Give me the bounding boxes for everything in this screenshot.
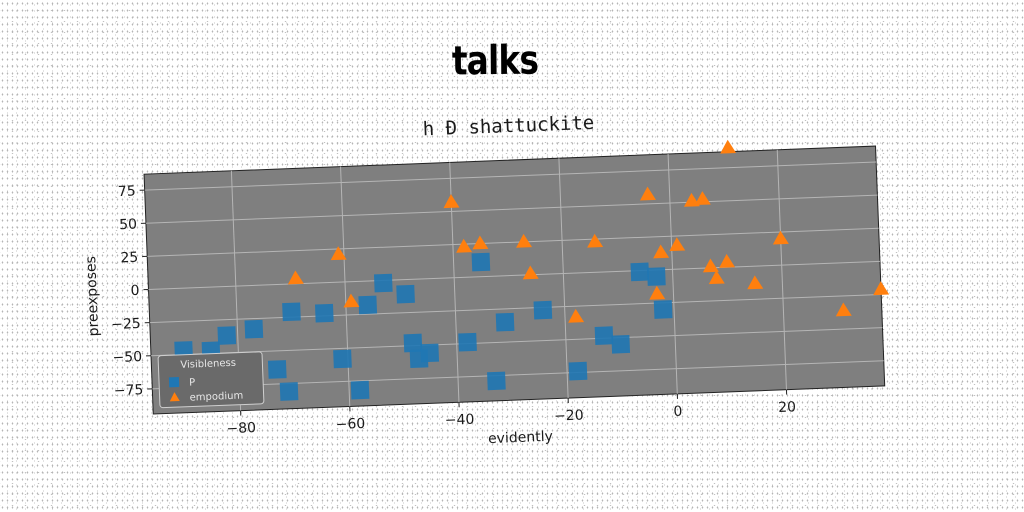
point-series-1	[569, 362, 588, 381]
x-tick-label: 20	[778, 399, 796, 416]
y-tick-label: −25	[111, 316, 141, 333]
x-axis-label: evidently	[488, 429, 553, 447]
point-series-1	[654, 300, 673, 319]
point-series-1	[315, 304, 334, 323]
point-series-1	[458, 333, 477, 352]
point-series-1	[217, 326, 236, 345]
point-series-1	[630, 263, 649, 282]
point-series-1	[374, 274, 393, 293]
x-tick-label: −60	[335, 416, 365, 433]
point-series-1	[496, 313, 515, 332]
point-series-1	[282, 302, 301, 321]
point-series-1	[396, 285, 415, 304]
point-series-1	[404, 334, 423, 353]
point-series-1	[333, 350, 352, 369]
y-tick-label: 0	[130, 283, 140, 299]
legend-label: P	[189, 377, 195, 388]
legend-marker-series-1	[169, 377, 179, 387]
y-tick-label: −75	[114, 382, 144, 399]
x-tick-label: −80	[226, 420, 256, 437]
y-tick-label: 25	[120, 250, 138, 267]
point-series-1	[245, 320, 264, 339]
x-tick-label: −40	[445, 412, 475, 429]
legend-title: Visibleness	[180, 358, 236, 371]
x-tick-label: −20	[554, 407, 584, 424]
chart-title: h Ð shattuckite	[422, 112, 594, 141]
point-series-1	[280, 382, 299, 401]
y-tick-label: 75	[118, 183, 136, 200]
point-series-2	[720, 139, 737, 153]
point-series-1	[351, 381, 370, 400]
legend-label: empodium	[189, 391, 243, 404]
point-series-1	[420, 344, 439, 363]
plot-group: −80 −60 −40 −20 0 20 −75 −50 −25 0 25 50 75 h Ð sha…	[78, 101, 894, 463]
y-axis-label: preexposes	[83, 256, 102, 337]
y-tick-label: 50	[119, 217, 137, 234]
y-tick-label: −50	[112, 349, 142, 366]
x-tick-label: 0	[673, 404, 683, 420]
point-series-1	[595, 326, 614, 345]
point-series-1	[534, 301, 553, 320]
point-series-1	[487, 372, 506, 391]
point-series-1	[472, 253, 491, 272]
point-series-1	[358, 296, 377, 315]
point-series-1	[611, 335, 630, 354]
point-series-1	[647, 267, 666, 286]
point-series-1	[268, 360, 287, 379]
